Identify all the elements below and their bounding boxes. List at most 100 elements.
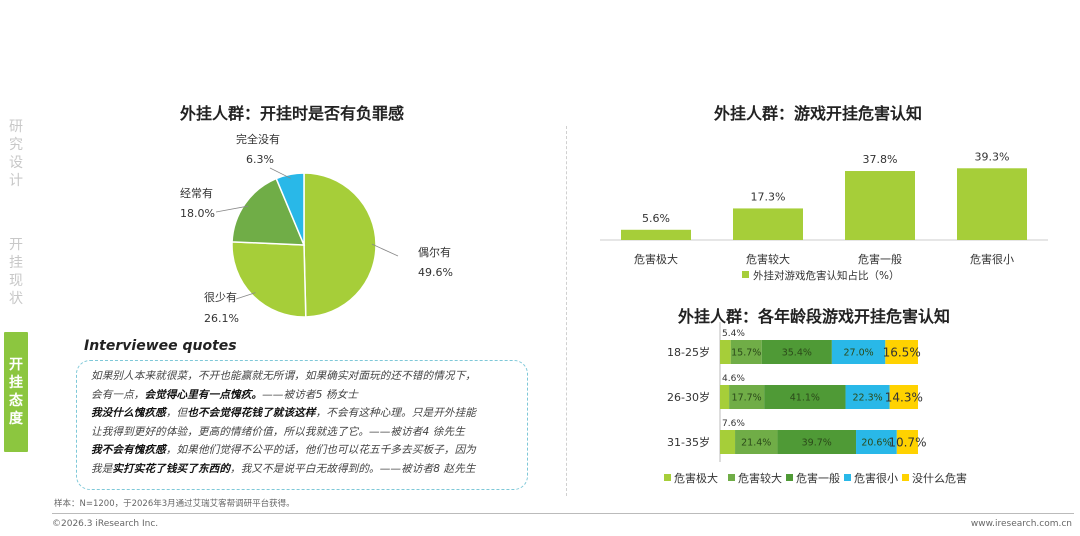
- quote-emphasis: 也不会觉得花钱了就该这样: [187, 407, 316, 420]
- pie-slice-value-2: 26.1%: [204, 312, 239, 325]
- stack-segment-label-3-5: 10.7%: [888, 436, 926, 450]
- stack-category-label-3: 31-35岁: [667, 435, 710, 449]
- stack-segment-1-1: [720, 340, 731, 364]
- pie-leader-line-3: [215, 205, 249, 213]
- quote-emphasis: 会觉得心里有一点愧疚。: [144, 388, 263, 401]
- stack-legend-swatch-1: [664, 474, 671, 481]
- quote-line-3: 我没什么愧疚感，但也不会觉得花钱了就该这样，不会有这种心理。只是开外挂能: [91, 404, 519, 423]
- pie-leader-line-4: [269, 167, 291, 179]
- stack-segment-3-1: [720, 430, 736, 454]
- pie-slice-3: [231, 177, 306, 246]
- quote-text: 让我得到更好的体验，更高的情绪价值，所以我就选了它。——被访者4 徐先生: [91, 425, 465, 438]
- bar-1: [621, 229, 691, 240]
- stack-segment-label-1-1: 5.4%: [722, 329, 745, 339]
- bar-category-label-4: 危害很小: [970, 252, 1014, 266]
- stack-segment-label-1-4: 27.0%: [844, 348, 874, 359]
- stack-segment-1-3: [761, 340, 832, 364]
- stack-category-label-2: 26-30岁: [667, 390, 710, 404]
- bar-legend-label: 外挂对游戏危害认知占比（%）: [753, 269, 899, 282]
- quote-emphasis: 我没什么愧疚感: [91, 407, 166, 420]
- stack-legend-label-5: 没什么危害: [912, 471, 967, 485]
- pie-leader-line-1: [371, 243, 399, 257]
- quotes-heading: Interviewee quotes: [84, 338, 237, 354]
- pie-leader-line-2: [235, 292, 256, 300]
- stack-segment-label-1-3: 35.4%: [782, 348, 812, 359]
- stack-legend-swatch-2: [728, 474, 735, 481]
- bar-value-label-1: 5.6%: [642, 212, 670, 225]
- bar-value-label-4: 39.3%: [975, 150, 1010, 163]
- quote-text: ，我又不是说平白无故得到的。——被访者8 赵先生: [230, 462, 476, 475]
- stack-segment-label-2-2: 17.7%: [732, 393, 762, 404]
- stack-legend-swatch-5: [902, 474, 909, 481]
- stack-legend-label-1: 危害极大: [674, 471, 718, 485]
- quote-text: 如果别人本来就很菜，不开也能赢就无所谓，如果确实对面玩的还不错的情况下，: [91, 370, 476, 382]
- pie-slice-4: [275, 172, 305, 246]
- stack-segment-label-2-5: 14.3%: [885, 391, 923, 405]
- stack-segment-3-3: [777, 430, 857, 454]
- stack-legend-label-2: 危害较大: [738, 471, 782, 485]
- stacked-chart-title: 外挂人群：各年龄段游戏开挂危害认知: [678, 307, 951, 326]
- stack-segment-label-3-4: 20.6%: [861, 438, 891, 449]
- stack-segment-label-2-1: 4.6%: [722, 374, 745, 384]
- stack-segment-label-2-4: 22.3%: [853, 393, 883, 404]
- bar-value-label-3: 37.8%: [863, 153, 898, 166]
- stack-legend-swatch-3: [786, 474, 793, 481]
- panel-divider: [566, 126, 567, 496]
- bar-legend-swatch: [742, 271, 749, 278]
- nav-tab-cheating-attitude[interactable]: 开挂态度: [4, 332, 28, 452]
- quote-text: ，如果他们觉得不公平的话，他们也可以花五千多去买板子，因为: [165, 444, 476, 457]
- stack-segment-label-2-3: 41.1%: [790, 393, 820, 404]
- quote-line-4: 让我得到更好的体验，更高的情绪价值，所以我就选了它。——被访者4 徐先生: [91, 423, 519, 442]
- quote-line-5: 我不会有愧疚感，如果他们觉得不公平的话，他们也可以花五千多去买板子，因为: [91, 441, 519, 460]
- stack-segment-2-2: [729, 385, 765, 409]
- quote-line-6: 我是实打实花了钱买了东西的，我又不是说平白无故得到的。——被访者8 赵先生: [91, 460, 519, 479]
- stack-category-label-1: 18-25岁: [667, 345, 710, 359]
- bar-category-label-3: 危害一般: [858, 252, 902, 266]
- stack-segment-1-4: [831, 340, 886, 364]
- quote-text: 会有一点，: [91, 388, 145, 401]
- nav-tab-cheating-status[interactable]: 开挂现状: [9, 237, 23, 307]
- pie-slice-2: [231, 241, 307, 318]
- bar-category-label-2: 危害较大: [746, 252, 790, 266]
- quote-emphasis: 实打实花了钱买了东西的: [112, 462, 231, 475]
- pie-slice-name-4: 完全没有: [236, 132, 280, 146]
- sample-footnote: 样本：N=1200，于2026年3月通过艾瑞艾客帮调研平台获得。: [54, 499, 295, 509]
- stack-segment-2-4: [845, 385, 890, 409]
- pie-slice-name-2: 很少有: [204, 290, 237, 304]
- stack-legend-label-3: 危害一般: [796, 471, 840, 485]
- stack-segment-2-3: [764, 385, 846, 409]
- stack-segment-2-1: [720, 385, 730, 409]
- stack-legend-swatch-4: [844, 474, 851, 481]
- stack-segment-1-5: [885, 340, 918, 364]
- quote-text: ，但: [165, 407, 188, 420]
- copyright-text: ©2026.3 iResearch Inc.: [52, 519, 159, 529]
- pie-chart-title: 外挂人群：开挂时是否有负罪感: [180, 104, 405, 123]
- stack-segment-label-3-2: 21.4%: [741, 438, 771, 449]
- quote-text: ，不会有这种心理。只是开外挂能: [315, 407, 476, 420]
- quote-line-1: 如果别人本来就很菜，不开也能赢就无所谓，如果确实对面玩的还不错的情况下，: [91, 367, 519, 386]
- stack-segment-label-1-2: 15.7%: [731, 348, 761, 359]
- stack-segment-3-5: [896, 430, 918, 454]
- bar-value-label-2: 17.3%: [751, 190, 786, 203]
- stack-segment-2-5: [889, 385, 918, 409]
- quotes-box: 如果别人本来就很菜，不开也能赢就无所谓，如果确实对面玩的还不错的情况下， 会有一点…: [76, 360, 528, 490]
- quote-text: 我是: [91, 462, 113, 475]
- stack-segment-3-4: [856, 430, 897, 454]
- quote-text: ——被访者5 杨女士: [262, 388, 358, 401]
- quote-emphasis: 我不会有愧疚感: [91, 444, 166, 457]
- quote-line-2: 会有一点，会觉得心里有一点愧疚。——被访者5 杨女士: [91, 386, 519, 405]
- bar-category-label-1: 危害极大: [634, 252, 678, 266]
- stack-segment-label-3-3: 39.7%: [802, 438, 832, 449]
- pie-slice-value-1: 49.6%: [418, 266, 453, 279]
- pie-slice-value-3: 18.0%: [180, 207, 215, 220]
- bar-3: [845, 171, 915, 240]
- bar-4: [957, 168, 1027, 240]
- website-link[interactable]: www.iresearch.com.cn: [970, 519, 1072, 529]
- stack-segment-1-2: [730, 340, 762, 364]
- stack-segment-3-2: [735, 430, 778, 454]
- pie-slice-1: [303, 172, 377, 318]
- bar-chart-title: 外挂人群：游戏开挂危害认知: [714, 104, 923, 123]
- nav-tab-research-design[interactable]: 研究设计: [9, 119, 23, 189]
- stack-legend-label-4: 危害很小: [854, 471, 898, 485]
- pie-slice-name-1: 偶尔有: [418, 245, 451, 259]
